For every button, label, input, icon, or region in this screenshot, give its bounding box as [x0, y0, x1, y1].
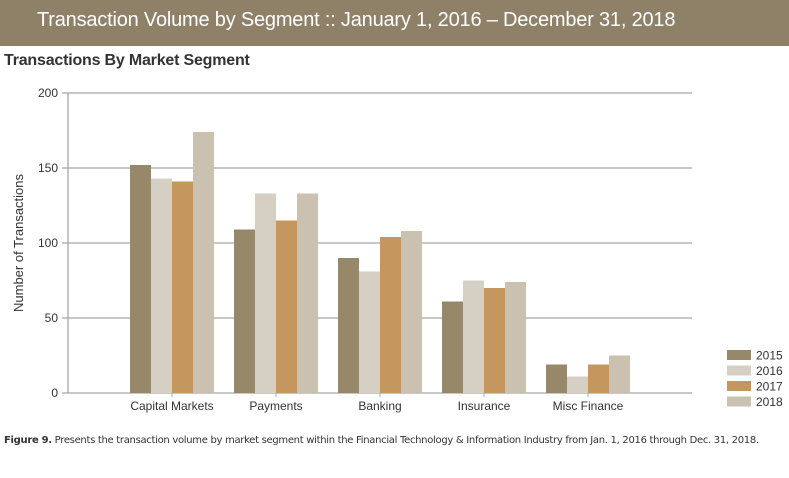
- bar-misc-finance-2017: [588, 364, 609, 393]
- caption-text: Presents the transaction volume by marke…: [51, 435, 759, 446]
- y-tick-label: 50: [45, 311, 59, 325]
- x-tick-label: Capital Markets: [130, 399, 213, 413]
- bar-misc-finance-2015: [546, 364, 567, 393]
- legend-label-2017: 2017: [756, 380, 783, 394]
- bar-chart: 0 50 100 150 200 Number of Transactions Capita…: [11, 86, 783, 413]
- chart-title: Transactions By Market Segment: [4, 52, 250, 69]
- bar-misc-finance-2018: [609, 355, 630, 393]
- caption-label: Figure 9.: [4, 435, 52, 446]
- legend-label-2015: 2015: [756, 349, 783, 363]
- bar-payments-2015: [234, 229, 255, 393]
- bar-insurance-2015: [442, 301, 463, 393]
- bar-payments-2018: [297, 193, 318, 393]
- y-tick-label: 150: [38, 161, 58, 175]
- y-tick-label: 100: [38, 236, 58, 250]
- figure-caption: Figure 9. Presents the transaction volum…: [4, 434, 789, 447]
- bar-insurance-2016: [463, 280, 484, 393]
- legend-label-2018: 2018: [756, 395, 783, 409]
- bar-banking-2016: [359, 271, 380, 393]
- x-tick-label: Insurance: [458, 399, 511, 413]
- legend-swatch-2016: [727, 365, 751, 376]
- legend-label-2016: 2016: [756, 364, 783, 378]
- y-tick-label: 0: [51, 386, 58, 400]
- y-axis-label: Number of Transactions: [11, 174, 26, 313]
- bar-capital-markets-2018: [193, 132, 214, 393]
- bar-capital-markets-2017: [172, 181, 193, 393]
- legend-swatch-2015: [727, 350, 751, 360]
- bar-misc-finance-2016: [567, 376, 588, 393]
- bar-banking-2015: [338, 258, 359, 393]
- bar-banking-2018: [401, 231, 422, 393]
- bar-capital-markets-2016: [151, 178, 172, 393]
- bar-insurance-2017: [484, 288, 505, 393]
- legend-swatch-2018: [727, 396, 751, 407]
- legend-swatch-2017: [727, 381, 751, 391]
- header-banner: Transaction Volume by Segment :: January…: [0, 0, 789, 46]
- bar-banking-2017: [380, 237, 401, 393]
- y-tick-label: 200: [38, 86, 58, 100]
- bar-capital-markets-2015: [130, 165, 151, 393]
- bar-payments-2017: [276, 220, 297, 393]
- bar-payments-2016: [255, 193, 276, 393]
- x-tick-label: Payments: [249, 399, 302, 413]
- x-tick-label: Misc Finance: [553, 399, 624, 413]
- banner-title: Transaction Volume by Segment :: January…: [37, 9, 676, 31]
- bar-insurance-2018: [505, 282, 526, 393]
- x-tick-label: Banking: [358, 399, 401, 413]
